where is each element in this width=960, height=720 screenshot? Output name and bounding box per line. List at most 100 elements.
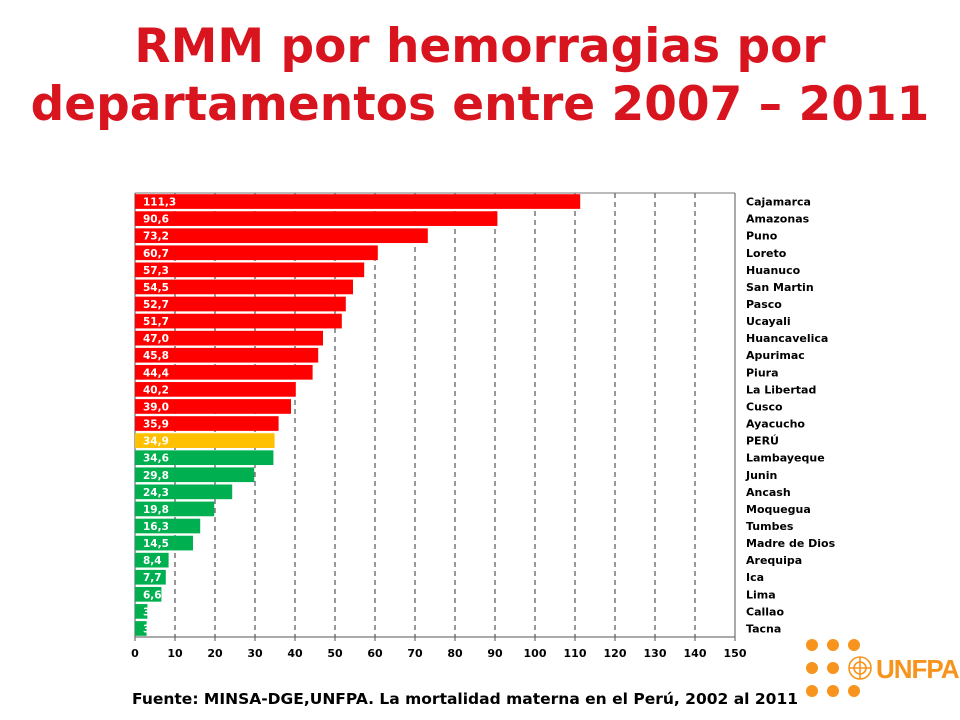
bar	[135, 501, 215, 517]
bar	[135, 382, 296, 397]
category-label: Tumbes	[746, 520, 794, 533]
bar	[135, 347, 319, 363]
bar-value-label: 35,9	[143, 419, 169, 431]
bar-value-label: 8,4	[143, 555, 162, 567]
bar	[135, 450, 274, 466]
bar	[135, 228, 428, 244]
un-emblem-icon	[848, 656, 872, 680]
x-tick-label: 140	[684, 647, 707, 660]
category-label: Ayacucho	[746, 418, 805, 431]
bar	[135, 245, 378, 261]
bar	[135, 194, 581, 209]
bar	[135, 586, 162, 602]
source-note: Fuente: MINSA-DGE,UNFPA. La mortalidad m…	[132, 690, 799, 708]
category-label: Puno	[746, 230, 778, 243]
category-label: Pasco	[746, 298, 782, 311]
bar-value-label: 3	[143, 623, 150, 635]
bar	[135, 399, 291, 414]
x-tick-label: 20	[207, 647, 223, 660]
category-label: Apurimac	[746, 349, 805, 362]
x-tick-label: 120	[604, 647, 627, 660]
bar	[135, 604, 148, 619]
unfpa-logo	[806, 639, 872, 697]
category-label: Lambayeque	[746, 452, 825, 465]
bar-value-label: 54,5	[143, 282, 169, 294]
category-label: Amazonas	[746, 213, 810, 226]
bar-value-label: 57,3	[143, 265, 169, 277]
x-tick-label: 60	[367, 647, 383, 660]
x-tick-label: 90	[487, 647, 503, 660]
title-line-2: departamentos entre 2007 – 2011	[30, 77, 930, 132]
bar	[135, 296, 346, 312]
x-tick-label: 80	[447, 647, 463, 660]
category-label: Cusco	[746, 400, 783, 413]
x-tick-label: 40	[287, 647, 303, 660]
bar	[135, 467, 255, 483]
bar	[135, 569, 166, 585]
bar-value-label: 44,4	[143, 367, 169, 379]
bar-value-label: 34,9	[143, 436, 169, 448]
category-label: Huancavelica	[746, 332, 828, 345]
bar-value-label: 111,3	[143, 197, 176, 209]
category-label: Junin	[745, 469, 777, 482]
bar-value-label: 60,7	[143, 248, 169, 260]
bar-value-label: 40,2	[143, 384, 169, 396]
logo-dots	[806, 639, 860, 697]
category-label: Ica	[746, 571, 764, 584]
category-label: PERÚ	[746, 435, 779, 448]
bar-value-label: 45,8	[143, 350, 169, 362]
bar-value-label: 6,6	[143, 589, 162, 601]
category-label: Madre de Dios	[746, 537, 836, 550]
category-label: La Libertad	[746, 383, 816, 396]
x-tick-label: 30	[247, 647, 263, 660]
category-label: Loreto	[746, 247, 787, 260]
category-label: Tacna	[746, 622, 781, 635]
category-label: Arequipa	[746, 554, 802, 567]
bar-value-label: 7,7	[143, 572, 162, 584]
x-tick-label: 110	[564, 647, 587, 660]
title-line-1: RMM por hemorragias por	[134, 19, 826, 74]
bar	[135, 484, 233, 500]
bar	[135, 535, 193, 551]
category-label: Lima	[746, 588, 776, 601]
bar	[135, 211, 498, 226]
bar	[135, 330, 323, 346]
category-label: Ucayali	[746, 315, 791, 328]
x-tick-label: 50	[327, 647, 343, 660]
x-tick-label: 0	[131, 647, 139, 660]
bar-value-label: 14,5	[143, 538, 169, 550]
category-label: San Martin	[746, 281, 814, 294]
x-tick-label: 70	[407, 647, 423, 660]
bar	[135, 364, 313, 380]
x-tick-label: 150	[724, 647, 747, 660]
category-label: Moquegua	[746, 503, 811, 516]
bar-value-label: 73,2	[143, 231, 169, 243]
bar-value-label: 47,0	[143, 333, 169, 345]
category-label: Ancash	[746, 486, 791, 499]
bar-value-label: 24,3	[143, 487, 169, 499]
bar-value-label: 3	[143, 606, 150, 618]
bar	[135, 416, 279, 431]
category-label: Huanuco	[746, 264, 801, 277]
bar-value-label: 29,8	[143, 470, 169, 482]
bar-value-label: 52,7	[143, 299, 169, 311]
category-label: Piura	[746, 366, 779, 379]
bar-value-label: 34,6	[143, 453, 169, 465]
bar-value-label: 39,0	[143, 401, 169, 413]
category-label: Callao	[746, 605, 784, 618]
bar-value-label: 51,7	[143, 316, 169, 328]
bar	[135, 518, 201, 534]
bar-value-label: 90,6	[143, 214, 169, 226]
page-title: RMM por hemorragias por departamentos en…	[0, 18, 960, 134]
category-label: Cajamarca	[746, 196, 811, 209]
bar	[135, 313, 342, 329]
bar	[135, 552, 169, 568]
bar	[135, 621, 147, 636]
x-tick-label: 130	[644, 647, 667, 660]
bar	[135, 433, 275, 448]
x-tick-label: 100	[524, 647, 547, 660]
logo-text: UNFPA	[876, 654, 960, 684]
bar-value-label: 16,3	[143, 521, 169, 533]
x-tick-label: 10	[167, 647, 183, 660]
